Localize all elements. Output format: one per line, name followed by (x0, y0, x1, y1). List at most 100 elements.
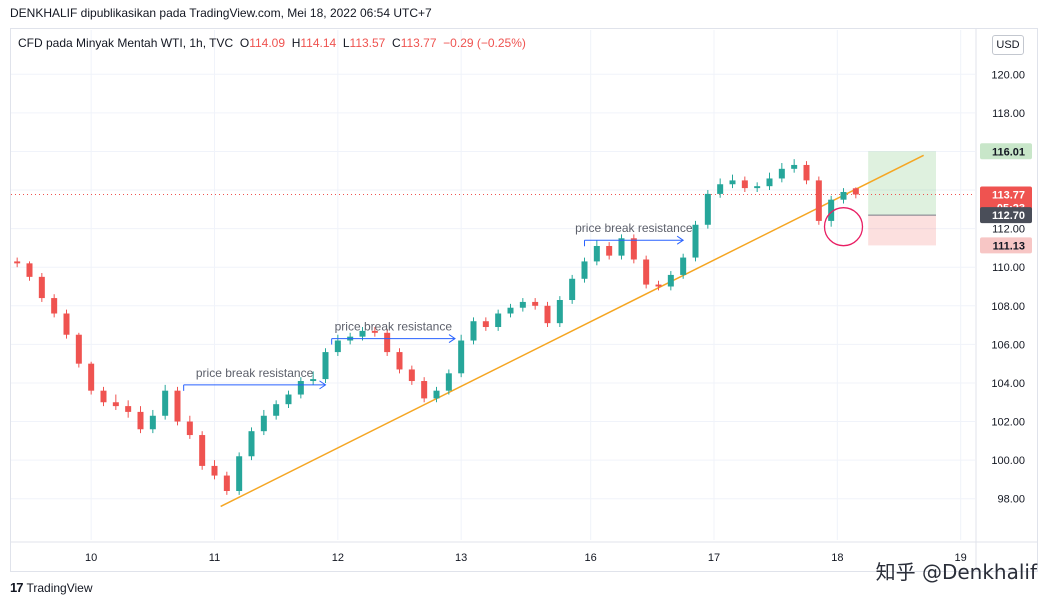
arrowhead-icon (448, 334, 456, 344)
highlight-circle (823, 207, 864, 247)
candle-body (199, 435, 206, 466)
arrowhead-icon (676, 235, 685, 245)
footer: 17 TradingView (10, 580, 93, 595)
candle-body (186, 421, 193, 436)
candle-body (433, 390, 440, 399)
x-tick-label: 17 (708, 552, 720, 564)
candle-body (396, 352, 403, 370)
high-label: H (291, 36, 301, 50)
profit-zone (868, 151, 936, 216)
currency-button[interactable]: USD (992, 35, 1024, 55)
candle-body (125, 406, 132, 412)
annotation-text: price break resistance (575, 221, 693, 235)
price-label: 112.70 (992, 210, 1025, 222)
candle-body (75, 334, 82, 364)
candle-body (322, 352, 329, 380)
open-value: 114.09 (249, 36, 286, 50)
candle-body (741, 180, 748, 189)
candle-body (655, 284, 662, 287)
candle-body (507, 307, 514, 314)
x-tick-label: 10 (85, 552, 97, 564)
candle-body (828, 199, 835, 221)
candle-body (51, 298, 58, 314)
price-label-bg (980, 186, 1032, 203)
candle-body (482, 321, 489, 328)
x-tick-label: 13 (455, 552, 467, 564)
candle-body (495, 313, 502, 328)
open-label: O (239, 36, 250, 50)
candle-body (717, 184, 724, 194)
candle-body (803, 164, 810, 181)
y-tick-label: 120.00 (991, 69, 1025, 81)
candle-body (458, 340, 465, 374)
y-tick-label: 98.00 (997, 494, 1025, 506)
candle-body (285, 394, 292, 405)
candle-body (112, 402, 119, 407)
candle-body (26, 263, 33, 277)
candle-body (162, 390, 169, 416)
candle-body (815, 180, 822, 221)
annotation-text: price break resistance (196, 366, 314, 380)
candle-body (692, 224, 699, 258)
candle-body (630, 238, 637, 260)
candle-body (38, 276, 45, 299)
x-tick-label: 16 (585, 552, 597, 564)
candle-body (137, 411, 144, 430)
candle-body (519, 301, 526, 308)
candle-body (260, 415, 267, 432)
candle-body (63, 313, 70, 335)
candle-body (211, 465, 218, 476)
candle-body (421, 381, 428, 399)
y-tick-label: 108.00 (991, 301, 1025, 313)
loss-zone (868, 215, 936, 246)
y-tick-label: 110.00 (992, 262, 1025, 274)
publish-header: DENKHALIF dipublikasikan pada TradingVie… (10, 6, 432, 20)
candle-body (852, 188, 859, 195)
annotation-text: price break resistance (335, 320, 453, 334)
candle-body (556, 300, 563, 324)
price-label-bg (980, 237, 1032, 254)
chart-frame (10, 28, 1038, 572)
candle-body (729, 180, 736, 185)
x-tick-label: 12 (332, 552, 344, 564)
high-value: 114.14 (300, 36, 337, 50)
candle-body (88, 363, 95, 391)
candle-body (791, 164, 798, 169)
y-tick-label: 118.00 (992, 108, 1025, 120)
candle-body (445, 373, 452, 391)
x-tick-label: 11 (209, 552, 220, 564)
y-tick-label: 112.00 (992, 224, 1025, 236)
x-tick-label: 19 (955, 552, 967, 564)
tradingview-logo-icon: 17 (10, 580, 24, 595)
chart-legend: CFD pada Minyak Mentah WTI, 1h, TVC O114… (18, 36, 526, 50)
y-tick-label: 100.00 (991, 455, 1025, 467)
candle-body (643, 259, 650, 285)
candle-body (593, 245, 600, 262)
y-tick-label: 102.00 (991, 417, 1025, 429)
candle-body (778, 168, 785, 179)
candle-body (149, 415, 156, 430)
close-value: 113.77 (400, 36, 437, 50)
candle-body (408, 369, 415, 382)
candle-body (248, 431, 255, 457)
watermark: 知乎 @Denkhalif (875, 560, 1037, 584)
close-label: C (392, 36, 401, 50)
candle-body (334, 340, 341, 353)
y-tick-label: 104.00 (991, 378, 1025, 390)
candle-body (14, 261, 21, 264)
footer-brand: TradingView (26, 580, 93, 595)
candle-body (236, 456, 243, 491)
candle-body (704, 193, 711, 225)
x-tick-label: 18 (831, 552, 843, 564)
low-label: L (342, 36, 350, 50)
candle-body (544, 305, 551, 324)
candle-body (840, 191, 847, 200)
candle-body (223, 475, 230, 491)
candle-body (273, 404, 280, 416)
candle-body (581, 261, 588, 279)
candle-body (754, 186, 761, 189)
low-value: 113.57 (349, 36, 386, 50)
candle-body (569, 278, 576, 301)
change-value: −0.29 (−0.25%) (443, 36, 526, 50)
